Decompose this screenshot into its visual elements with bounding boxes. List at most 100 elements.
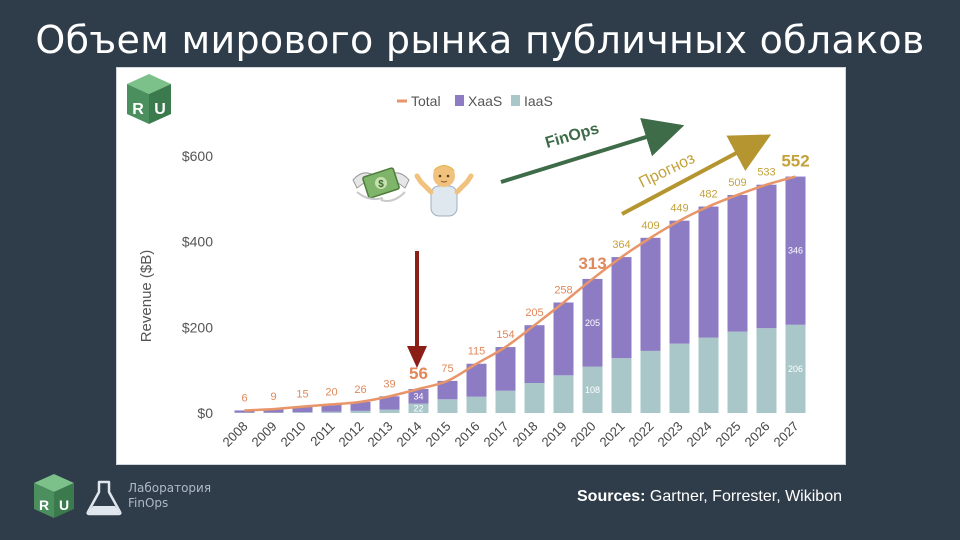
forecast-annotation: Прогноз [636,150,697,192]
bar-xaas-2019 [553,302,574,376]
finops-arrow-icon [500,117,685,184]
bar-iaas-2012 [350,410,371,413]
bar-xaas-2016 [466,363,487,397]
slide-title: Объем мирового рынка публичных облаков [35,18,925,62]
x-tick-label: 2014 [394,419,425,450]
x-tick-label: 2024 [684,419,715,450]
bar-iaas-2021 [611,358,632,413]
x-tick-label: 2013 [365,419,396,450]
segment-label-xaas-2027: 346 [788,246,803,256]
bar-iaas-2027 [785,324,806,413]
x-tick-label: 2019 [539,419,570,450]
x-tick-label: 2026 [742,419,773,450]
sources-label: Sources: [577,488,646,505]
bar-iaas-2026 [756,328,777,413]
footer-logo: R U [34,474,74,518]
x-tick-label: 2010 [278,419,309,450]
total-label-2016: 115 [468,346,486,358]
total-label-2023: 449 [670,203,688,215]
bar-xaas-2010 [292,406,313,413]
lab-name-line2: FinOps [128,496,169,510]
legend-iaas-label: IaaS [524,93,553,109]
bar-iaas-2016 [466,396,487,413]
segment-label-iaas-2020: 108 [585,385,600,395]
chart-panel: R U Total XaaS IaaS Revenue ($B) $0 $200 $… [116,67,846,465]
legend-xaas-swatch [455,95,464,106]
revenue-chart: R U Total XaaS IaaS Revenue ($B) $0$200$… [127,74,810,450]
x-tick-label: 2009 [249,419,280,450]
bar-xaas-2020 [582,278,603,367]
bar-iaas-2014 [408,403,429,413]
bar-iaas-2024 [698,337,719,413]
x-tick-label: 2017 [481,419,512,450]
total-label-2010: 15 [296,389,308,401]
y-tick-label: $0 [197,405,213,421]
bar-xaas-2009 [263,409,284,413]
bar-xaas-2021 [611,257,632,359]
svg-text:U: U [59,497,69,513]
bar-xaas-2017 [495,347,516,391]
bar-xaas-2008 [234,410,255,413]
total-label-2021: 364 [612,239,630,251]
bar-xaas-2011 [321,404,342,412]
chart-logo-letter-r: R [132,101,144,118]
x-tick-label: 2020 [568,419,599,450]
bar-xaas-2014 [408,389,429,404]
total-label-2018: 205 [525,307,543,319]
total-label-2024: 482 [699,189,717,201]
bar-xaas-2027 [785,176,806,325]
x-tick-label: 2023 [655,419,686,450]
x-tick-label: 2011 [307,419,337,449]
segment-label-xaas-2020: 205 [585,318,600,328]
bar-xaas-2026 [756,184,777,329]
x-axis-ticks: 2008200920102011201220132014201520162017… [220,419,802,450]
total-label-2011: 20 [325,386,337,398]
total-label-2012: 26 [354,384,366,396]
y-axis-label: Revenue ($B) [138,250,155,343]
x-tick-label: 2027 [771,419,802,450]
bar-xaas-2025 [727,194,748,332]
segment-label-xaas-2014: 34 [413,391,423,401]
y-tick-label: $600 [182,148,213,164]
bar-xaas-2012 [350,401,371,411]
bar-xaas-2015 [437,380,458,400]
x-tick-label: 2025 [713,419,744,450]
x-tick-label: 2012 [336,419,367,450]
x-tick-label: 2022 [626,419,657,450]
bars [234,176,806,413]
sources: Sources: Gartner, Forrester, Wikibon [577,488,842,506]
segment-label-iaas-2014: 22 [413,403,423,413]
sources-text: Gartner, Forrester, Wikibon [649,488,842,505]
x-tick-label: 2018 [510,419,541,450]
total-line [244,175,796,412]
bar-xaas-2013 [379,396,400,410]
bar-iaas-2019 [553,375,574,413]
chart-logo: R U [127,74,171,124]
person-shrugging-icon [414,165,474,217]
segment-label-iaas-2027: 206 [788,364,803,374]
total-label-2025: 509 [728,177,746,189]
svg-text:R: R [39,497,49,513]
bar-iaas-2022 [640,350,661,413]
down-arrow-icon [407,346,427,368]
total-label-2014: 56 [409,364,428,383]
bar-iaas-2017 [495,390,516,413]
y-tick-label: $200 [182,319,213,335]
total-label-2015: 75 [441,363,453,375]
bar-iaas-2023 [669,343,690,413]
forecast-arrow-icon [621,134,772,216]
x-tick-label: 2015 [423,419,454,450]
bar-iaas-2013 [379,409,400,413]
x-tick-label: 2021 [597,419,628,450]
total-label-2013: 39 [383,378,395,390]
bar-xaas-2022 [640,237,661,351]
flask-icon [86,480,122,516]
bar-iaas-2010 [292,412,313,413]
bar-xaas-2018 [524,325,545,384]
finops-annotation: FinOps [543,120,601,152]
legend-xaas-label: XaaS [468,93,502,109]
total-label-2019: 258 [554,284,572,296]
bar-iaas-2015 [437,399,458,413]
total-label-2026: 533 [757,167,775,179]
bar-iaas-2020 [582,366,603,413]
